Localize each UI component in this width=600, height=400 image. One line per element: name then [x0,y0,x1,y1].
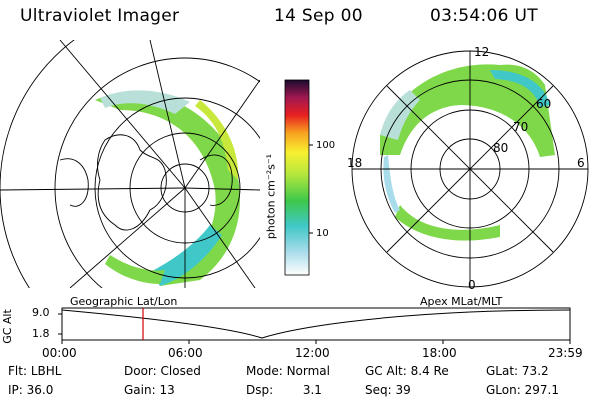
mlat-label-70: 70 [513,120,529,134]
mlat-label-80: 80 [493,141,509,155]
orbit-x-tick-0600: 06:00 [168,346,203,360]
meta-door-key: Door: [124,364,157,378]
apex-panel-label: Apex MLat/MLT [420,295,503,308]
meta-mode-value: Normal [286,364,330,378]
mlt-label-6: 6 [577,156,585,170]
meta-glon-key: GLon: [486,383,521,397]
aurora-oval-fill [95,92,240,286]
meta-glat: GLat: 73.2 [486,364,549,378]
meta-seq: Seq: 39 [365,383,411,397]
meta-ip-value: 36.0 [26,383,54,397]
orbit-y-label: GC Alt [0,309,14,344]
meta-flt: Flt: LBHL [8,364,61,378]
meta-seq-key: Seq: [365,383,392,397]
date-label: 14 Sep 00 [274,6,363,26]
meta-gain-key: Gain: [124,383,156,397]
colorbar-unit-label: photon cm⁻²s⁻¹ [264,153,278,240]
meta-mode-key: Mode: [246,364,283,378]
meta-seq-value: 39 [395,383,411,397]
instrument-title: Ultraviolet Imager [20,6,180,26]
orbit-y-tick-low: 1.8 [32,327,50,340]
meta-glon-value: 297.1 [524,383,559,397]
time-label: 03:54:06 UT [430,6,538,26]
aurora-bright-fill [195,100,239,180]
geographic-panel-label: Geographic Lat/Lon [70,295,178,308]
meta-gcalt-value: 8.4 Re [410,364,449,378]
orbit-x-tick-2359: 23:59 [548,346,583,360]
meta-mode: Mode: Normal [246,364,330,378]
meta-flt-value: LBHL [30,364,62,378]
meta-gcalt-key: GC Alt: [365,364,407,378]
meta-glat-key: GLat: [486,364,519,378]
meta-door-value: Closed [160,364,201,378]
mlt-label-12: 12 [474,45,490,59]
altitude-curve [61,309,571,339]
colorbar-tick-10: 10 [316,228,329,239]
meta-gain: Gain: 13 [124,383,175,397]
geographic-image-panel [0,40,260,288]
mlt-label-0: 0 [468,278,476,292]
meta-ip-key: IP: [8,383,23,397]
orbit-altitude-strip [58,307,571,344]
meta-flt-key: Flt: [8,364,27,378]
meta-gcalt: GC Alt: 8.4 Re [365,364,449,378]
meta-glat-value: 73.2 [521,364,549,378]
meta-dsp-value: 3.1 [302,383,322,397]
mlt-label-18: 18 [347,156,363,170]
orbit-y-tick-high: 9.0 [32,306,50,319]
aurora-dayside-fill [380,64,555,157]
orbit-x-tick-1200: 12:00 [295,346,330,360]
meta-ip: IP: 36.0 [8,383,53,397]
mlat-label-60: 60 [536,97,552,111]
orbit-x-tick-0000: 00:00 [42,346,77,360]
meta-dsp: Dsp: 3.1 [246,383,322,397]
meta-door: Door: Closed [124,364,201,378]
intensity-colorbar [284,79,313,276]
meta-gain-value: 13 [159,383,175,397]
meta-glon: GLon: 297.1 [486,383,559,397]
apex-polar-plot [351,50,589,288]
aurora-nightside-fill [395,205,500,241]
meta-dsp-key: Dsp: [246,383,274,397]
orbit-x-tick-1800: 18:00 [422,346,457,360]
colorbar-tick-100: 100 [316,140,336,151]
